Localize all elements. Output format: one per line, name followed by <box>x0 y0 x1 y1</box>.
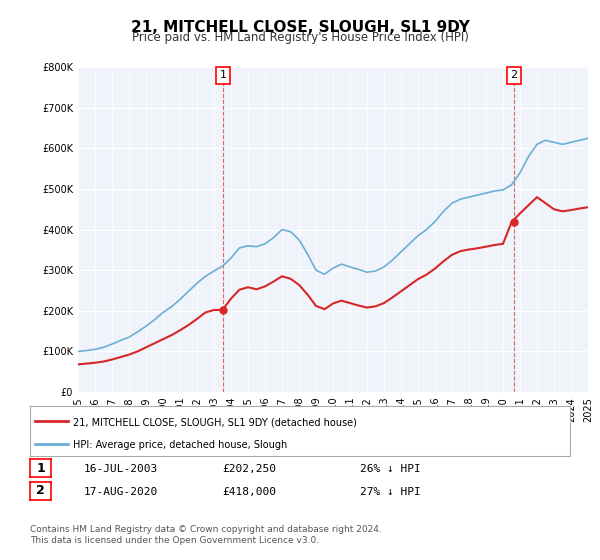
Text: £418,000: £418,000 <box>222 487 276 497</box>
Text: 21, MITCHELL CLOSE, SLOUGH, SL1 9DY: 21, MITCHELL CLOSE, SLOUGH, SL1 9DY <box>131 20 469 35</box>
Text: This data is licensed under the Open Government Licence v3.0.: This data is licensed under the Open Gov… <box>30 536 319 545</box>
Text: 1: 1 <box>220 71 227 80</box>
Text: 27% ↓ HPI: 27% ↓ HPI <box>360 487 421 497</box>
Text: Price paid vs. HM Land Registry's House Price Index (HPI): Price paid vs. HM Land Registry's House … <box>131 31 469 44</box>
Text: 16-JUL-2003: 16-JUL-2003 <box>84 464 158 474</box>
Text: 2: 2 <box>510 71 517 80</box>
Text: 21, MITCHELL CLOSE, SLOUGH, SL1 9DY (detached house): 21, MITCHELL CLOSE, SLOUGH, SL1 9DY (det… <box>73 417 357 427</box>
Text: HPI: Average price, detached house, Slough: HPI: Average price, detached house, Slou… <box>73 440 287 450</box>
Text: 26% ↓ HPI: 26% ↓ HPI <box>360 464 421 474</box>
Text: £202,250: £202,250 <box>222 464 276 474</box>
Text: 1: 1 <box>36 461 45 475</box>
Text: 2: 2 <box>36 484 45 497</box>
Text: 17-AUG-2020: 17-AUG-2020 <box>84 487 158 497</box>
Text: Contains HM Land Registry data © Crown copyright and database right 2024.: Contains HM Land Registry data © Crown c… <box>30 525 382 534</box>
